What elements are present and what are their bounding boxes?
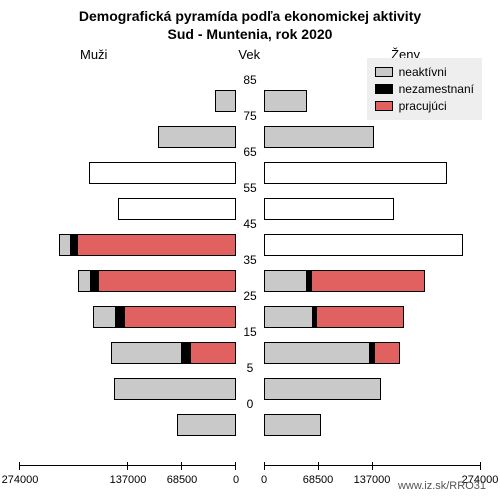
bar-segment [98, 270, 236, 292]
bar-segment [190, 342, 236, 364]
bar-segment [317, 306, 404, 328]
bar-male [114, 378, 236, 400]
bar-segment [264, 270, 307, 292]
bar-female [264, 414, 321, 436]
bar-male [111, 342, 236, 364]
bar-segment [111, 342, 180, 364]
bar-segment [312, 270, 425, 292]
age-label: 75 [237, 109, 263, 123]
x-tick [264, 462, 265, 470]
bar-segment [93, 306, 115, 328]
bar-segment [114, 378, 236, 400]
x-tick-label: 0 [233, 474, 239, 486]
bar-male [59, 234, 236, 256]
bar-segment [215, 90, 236, 112]
bar-male [118, 198, 236, 220]
bar-segment [264, 414, 321, 436]
age-label: 55 [237, 181, 263, 195]
bar-segment [78, 270, 90, 292]
pyramid-row: 0 [10, 411, 490, 439]
title-line1: Demografická pyramída podľa ekonomickej … [79, 8, 421, 24]
header-left: Muži [80, 47, 107, 62]
bar-male [177, 414, 236, 436]
bar-female [264, 378, 381, 400]
bar-segment [118, 198, 236, 220]
x-tick [235, 462, 236, 470]
bar-segment [264, 342, 370, 364]
bar-female [264, 162, 447, 184]
x-tick [372, 462, 373, 470]
header-center: Vek [238, 47, 260, 62]
bar-female [264, 270, 425, 292]
bar-segment [264, 90, 307, 112]
x-tick-label: 137000 [354, 474, 391, 486]
bar-segment [264, 162, 447, 184]
bar-male [78, 270, 236, 292]
x-tick-label: 0 [261, 474, 267, 486]
bar-female [264, 198, 394, 220]
bar-segment [264, 306, 313, 328]
x-tick [318, 462, 319, 470]
chart-title: Demografická pyramída podľa ekonomickej … [10, 8, 490, 43]
age-label: 35 [237, 253, 263, 267]
credit-text: www.iz.sk/RRO31 [398, 480, 486, 492]
bar-female [264, 342, 400, 364]
bar-segment [264, 198, 394, 220]
bar-segment [177, 414, 236, 436]
bar-segment [124, 306, 236, 328]
bar-segment [264, 126, 374, 148]
age-label: 15 [237, 325, 263, 339]
pyramid-chart: 85 75 65 55 45 35 25 15 5 0 [10, 75, 490, 445]
bar-segment [375, 342, 400, 364]
age-label: 5 [237, 361, 263, 375]
bar-segment [264, 378, 381, 400]
age-label: 85 [237, 73, 263, 87]
bar-female [264, 234, 463, 256]
x-tick [127, 462, 128, 470]
x-axis-right: 068500137000274000 [264, 465, 480, 466]
bar-male [89, 162, 236, 184]
bar-female [264, 90, 307, 112]
bar-segment [89, 162, 236, 184]
bar-segment [264, 234, 463, 256]
x-tick [181, 462, 182, 470]
bar-segment [158, 126, 236, 148]
bar-segment [59, 234, 71, 256]
age-label: 0 [237, 397, 263, 411]
x-tick [19, 462, 20, 470]
bar-female [264, 126, 374, 148]
x-axis: 274000137000685000 068500137000274000 [10, 465, 490, 466]
x-tick [480, 462, 481, 470]
title-line2: Sud - Muntenia, rok 2020 [168, 26, 333, 42]
x-axis-left: 274000137000685000 [20, 465, 236, 466]
x-tick-label: 137000 [110, 474, 147, 486]
age-label: 65 [237, 145, 263, 159]
x-tick-label: 274000 [2, 474, 39, 486]
bar-male [158, 126, 236, 148]
x-tick-label: 68500 [167, 474, 198, 486]
bar-segment [115, 306, 124, 328]
bar-segment [90, 270, 98, 292]
bar-female [264, 306, 404, 328]
bar-segment [77, 234, 236, 256]
age-label: 25 [237, 289, 263, 303]
bar-segment [181, 342, 190, 364]
x-tick-label: 68500 [303, 474, 334, 486]
age-label: 45 [237, 217, 263, 231]
bar-male [215, 90, 236, 112]
bar-male [93, 306, 236, 328]
